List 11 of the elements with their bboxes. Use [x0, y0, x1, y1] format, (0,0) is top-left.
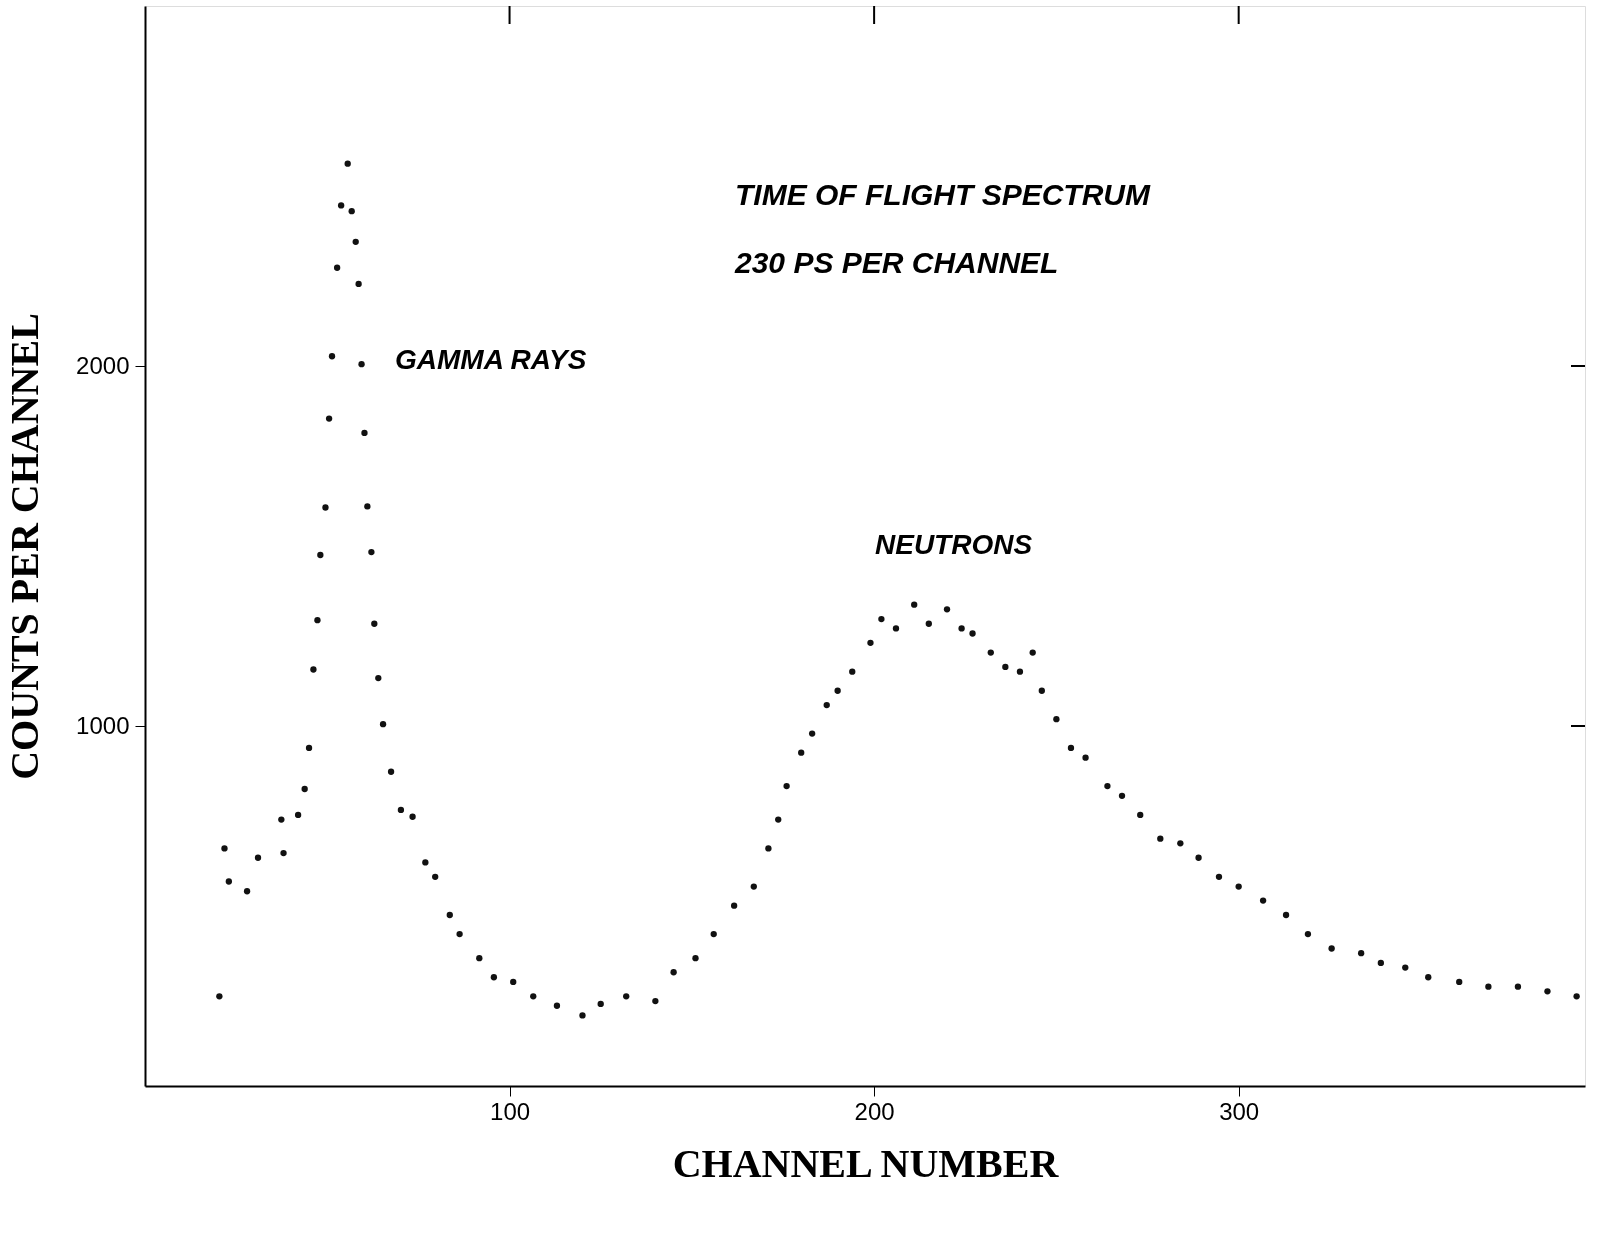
- y-axis-title: COUNTS PER CHANNEL: [2, 313, 48, 780]
- y-tick-label: 1000: [76, 711, 130, 739]
- x-tick-label: 300: [1219, 1097, 1260, 1125]
- y-tick-label: 2000: [76, 351, 130, 379]
- text: TIME OF FLIGHT SPECTRUM: [735, 178, 1151, 211]
- text: 230 PS PER CHANNEL: [734, 246, 1059, 279]
- x-axis-title: CHANNEL NUMBER: [672, 1140, 1060, 1186]
- x-tick-label: 100: [490, 1097, 531, 1125]
- x-tick-label: 200: [854, 1097, 895, 1125]
- annotation: NEUTRONS: [875, 529, 1033, 560]
- annotation: GAMMA RAYS: [395, 344, 587, 375]
